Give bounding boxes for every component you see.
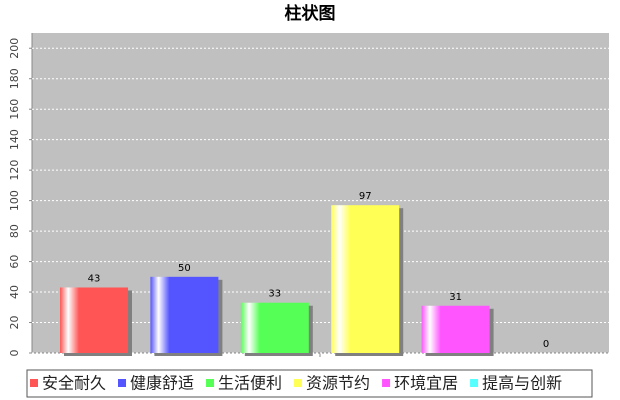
y-tick-label: 180 xyxy=(8,68,21,89)
value-label: 33 xyxy=(268,289,281,300)
y-tick-label: 60 xyxy=(8,255,21,269)
value-label: 50 xyxy=(178,263,191,274)
y-tick-label: 80 xyxy=(8,224,21,238)
bar xyxy=(331,205,400,353)
legend-label: 资源节约 xyxy=(306,374,370,393)
legend-swatch xyxy=(30,379,38,387)
bar xyxy=(240,302,309,353)
legend-label: 健康舒适 xyxy=(130,374,194,393)
legend-label: 环境宜居 xyxy=(394,374,458,393)
y-tick-label: 40 xyxy=(8,285,21,299)
y-tick-label: 20 xyxy=(8,316,21,330)
y-tick-label: 100 xyxy=(8,190,21,211)
chart-title: 柱状图 xyxy=(285,3,336,24)
y-tick-label: 160 xyxy=(8,99,21,120)
value-label: 31 xyxy=(449,292,462,303)
legend-label: 安全耐久 xyxy=(42,374,106,393)
legend-label: 提高与创新 xyxy=(482,374,562,393)
y-tick-label: 200 xyxy=(8,38,21,59)
value-label: 43 xyxy=(88,273,101,284)
legend-swatch xyxy=(470,379,479,387)
bar xyxy=(150,276,219,353)
bar xyxy=(60,287,128,353)
legend-label: 生活便利 xyxy=(218,374,282,393)
bar xyxy=(421,305,490,353)
y-tick-label: 140 xyxy=(8,129,21,150)
value-label: 0 xyxy=(543,339,549,350)
y-tick-label: 0 xyxy=(8,350,21,357)
legend-swatch xyxy=(206,379,215,387)
legend-swatch xyxy=(294,379,303,387)
legend-swatch xyxy=(118,379,127,387)
y-tick-label: 120 xyxy=(8,160,21,181)
legend-swatch xyxy=(382,379,391,387)
value-label: 97 xyxy=(359,191,372,202)
